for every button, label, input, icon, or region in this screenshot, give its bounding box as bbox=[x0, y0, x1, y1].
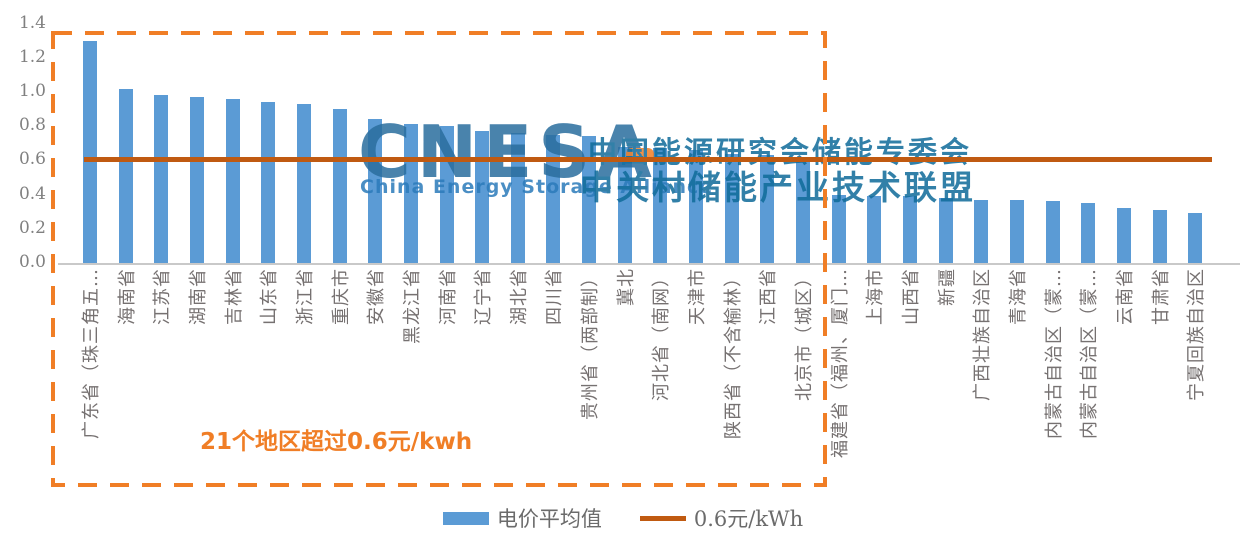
bar bbox=[1152, 210, 1167, 263]
reference-line-0-6 bbox=[84, 157, 1212, 162]
watermark-line2: 中关村储能产业技术联盟 bbox=[580, 168, 976, 207]
bar bbox=[1188, 213, 1203, 263]
y-tick-label: 1.2 bbox=[18, 46, 46, 67]
bar bbox=[1045, 201, 1060, 263]
bar bbox=[867, 196, 882, 263]
y-tick-label: 1.4 bbox=[18, 12, 46, 33]
annotation-text: 21个地区超过0.6元/kwh bbox=[200, 429, 473, 455]
legend-entry-average-price: 电价平均值 bbox=[442, 503, 602, 533]
y-tick-label: 1.0 bbox=[18, 81, 46, 101]
legend-line-label: 0.6元/kWh bbox=[693, 507, 804, 531]
bar bbox=[1081, 203, 1096, 263]
legend-bar-label: 电价平均值 bbox=[496, 507, 602, 531]
legend-line-swatch-icon bbox=[639, 515, 686, 521]
legend-bar-swatch-icon bbox=[442, 511, 489, 525]
y-tick-label: 0.8 bbox=[18, 115, 46, 136]
bar bbox=[1009, 200, 1024, 263]
bar bbox=[974, 200, 989, 263]
y-tick-label: 0.6 bbox=[18, 149, 46, 170]
legend-entry-reference-line: 0.6元/kWh bbox=[639, 503, 804, 533]
legend: 电价平均值 0.6元/kWh bbox=[0, 503, 1246, 533]
bar bbox=[831, 195, 846, 263]
bar bbox=[938, 198, 953, 263]
bar bbox=[902, 196, 917, 263]
y-tick-label: 0.2 bbox=[18, 217, 46, 238]
bar bbox=[1116, 208, 1131, 263]
y-tick-label: 0.0 bbox=[18, 252, 46, 272]
y-tick-label: 0.4 bbox=[18, 183, 46, 204]
